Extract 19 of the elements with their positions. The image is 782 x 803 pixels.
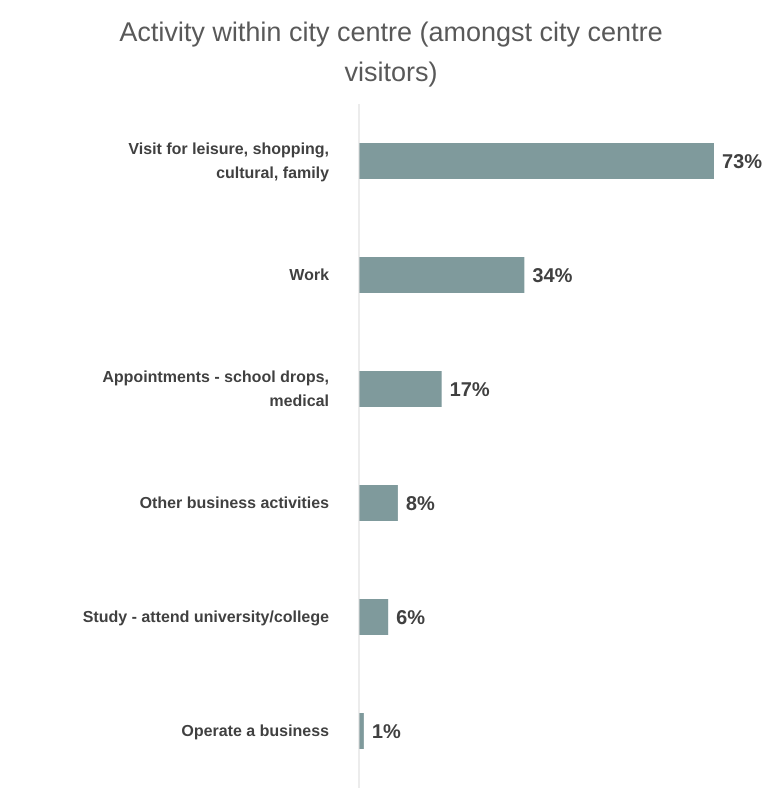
bar — [359, 371, 442, 407]
bar — [359, 713, 364, 749]
data-label: 6% — [396, 607, 426, 630]
y-tick-label: Study - attend university/college — [82, 609, 330, 626]
chart-title: Activity within city centre (amongst city centre visitors) — [118, 16, 664, 89]
data-label: 17% — [450, 379, 490, 402]
bar — [359, 485, 398, 521]
y-tick-label: Work — [289, 267, 330, 284]
bar — [359, 143, 714, 179]
bar — [359, 257, 524, 293]
data-label: 34% — [532, 265, 573, 288]
y-tick-label: Appointments - school drops, medical — [102, 369, 329, 410]
y-tick-label: Operate a business — [181, 723, 330, 740]
bar — [359, 599, 388, 635]
data-label: 1% — [372, 721, 401, 744]
y-tick-label: Visit for leisure, shopping, cultural, family — [128, 141, 330, 182]
data-label: 8% — [406, 493, 436, 516]
data-label: 73% — [722, 151, 762, 174]
y-tick-label: Other business activities — [140, 495, 330, 512]
